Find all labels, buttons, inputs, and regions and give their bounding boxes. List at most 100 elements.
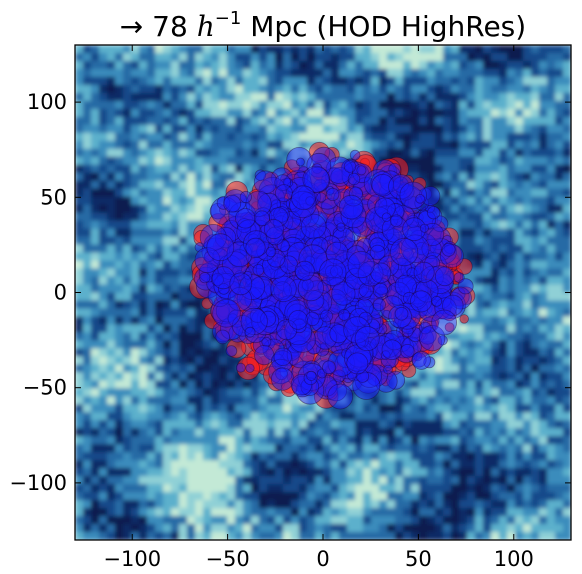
density-cell [99, 148, 108, 158]
density-cell [483, 69, 492, 78]
density-cell [467, 364, 476, 373]
density-cell [99, 500, 108, 509]
density-cell [131, 300, 140, 310]
density-cell [131, 532, 140, 540]
blue-point [434, 266, 455, 287]
density-cell [563, 228, 571, 238]
density-cell [483, 236, 492, 246]
density-cell [75, 212, 84, 222]
density-cell [203, 76, 212, 86]
density-cell [563, 156, 571, 166]
density-cell [355, 436, 364, 445]
density-cell [491, 420, 500, 429]
density-cell [259, 124, 268, 134]
density-cell [555, 476, 564, 485]
density-cell [427, 524, 436, 533]
density-cell [139, 156, 148, 166]
density-cell [171, 220, 180, 230]
density-cell [387, 76, 396, 86]
density-cell [355, 516, 364, 525]
density-cell [179, 268, 188, 278]
density-cell [419, 412, 428, 421]
density-cell [523, 212, 532, 222]
density-cell [307, 396, 316, 405]
density-cell [203, 92, 212, 102]
density-cell [355, 380, 364, 389]
density-cell [451, 492, 460, 501]
density-cell [507, 53, 516, 62]
density-cell [523, 124, 532, 134]
density-cell [403, 532, 412, 540]
density-cell [99, 372, 108, 381]
density-cell [99, 244, 108, 254]
density-cell [523, 108, 532, 118]
density-cell [275, 476, 284, 485]
density-cell [355, 428, 364, 437]
density-cell [403, 444, 412, 453]
blue-point [378, 164, 402, 189]
density-cell [235, 84, 244, 94]
density-cell [259, 53, 268, 62]
density-cell [419, 132, 428, 142]
density-cell [171, 61, 180, 70]
density-cell [459, 324, 468, 333]
density-cell [99, 476, 108, 485]
density-cell [163, 468, 172, 477]
density-cell [531, 516, 540, 525]
blue-point [323, 216, 350, 243]
density-cell [299, 84, 308, 94]
red-point [340, 373, 354, 388]
density-cell [307, 180, 316, 190]
density-cell [307, 260, 316, 270]
density-cell [211, 452, 220, 461]
density-cell [515, 404, 524, 413]
density-cell [451, 332, 460, 341]
density-cell [179, 132, 188, 142]
red-point [247, 188, 269, 210]
density-cell [243, 388, 252, 397]
density-cell [267, 100, 276, 110]
density-cell [259, 372, 268, 381]
density-cell [243, 140, 252, 150]
density-cell [299, 236, 308, 246]
density-cell [427, 460, 436, 469]
red-point [364, 225, 384, 245]
density-cell [75, 412, 84, 421]
density-cell [427, 412, 436, 421]
red-point [296, 294, 308, 306]
density-cell [75, 188, 84, 198]
density-cell [387, 436, 396, 445]
density-cell [523, 516, 532, 525]
density-cell [211, 164, 220, 174]
density-cell [83, 61, 92, 70]
density-cell [227, 404, 236, 413]
density-cell [499, 412, 508, 421]
density-cell [115, 340, 124, 349]
density-cell [355, 204, 364, 214]
density-cell [507, 228, 516, 238]
density-cell [539, 252, 548, 262]
density-cell [563, 84, 571, 94]
density-cell [499, 252, 508, 262]
density-cell [515, 316, 524, 326]
density-cell [395, 45, 404, 54]
density-cell [411, 92, 420, 102]
density-cell [243, 244, 252, 254]
red-point [265, 294, 281, 310]
density-cell [347, 516, 356, 525]
red-point [290, 271, 300, 282]
red-point [308, 302, 320, 314]
density-cell [187, 116, 196, 126]
density-cell [483, 420, 492, 429]
density-cell [411, 372, 420, 381]
density-cell [435, 428, 444, 437]
density-cell [339, 420, 348, 429]
density-cell [347, 100, 356, 110]
density-cell [403, 61, 412, 70]
density-cell [99, 364, 108, 373]
density-cell [523, 156, 532, 166]
density-cell [507, 268, 516, 278]
density-cell [379, 436, 388, 445]
density-cell [331, 452, 340, 461]
density-cell [275, 396, 284, 405]
